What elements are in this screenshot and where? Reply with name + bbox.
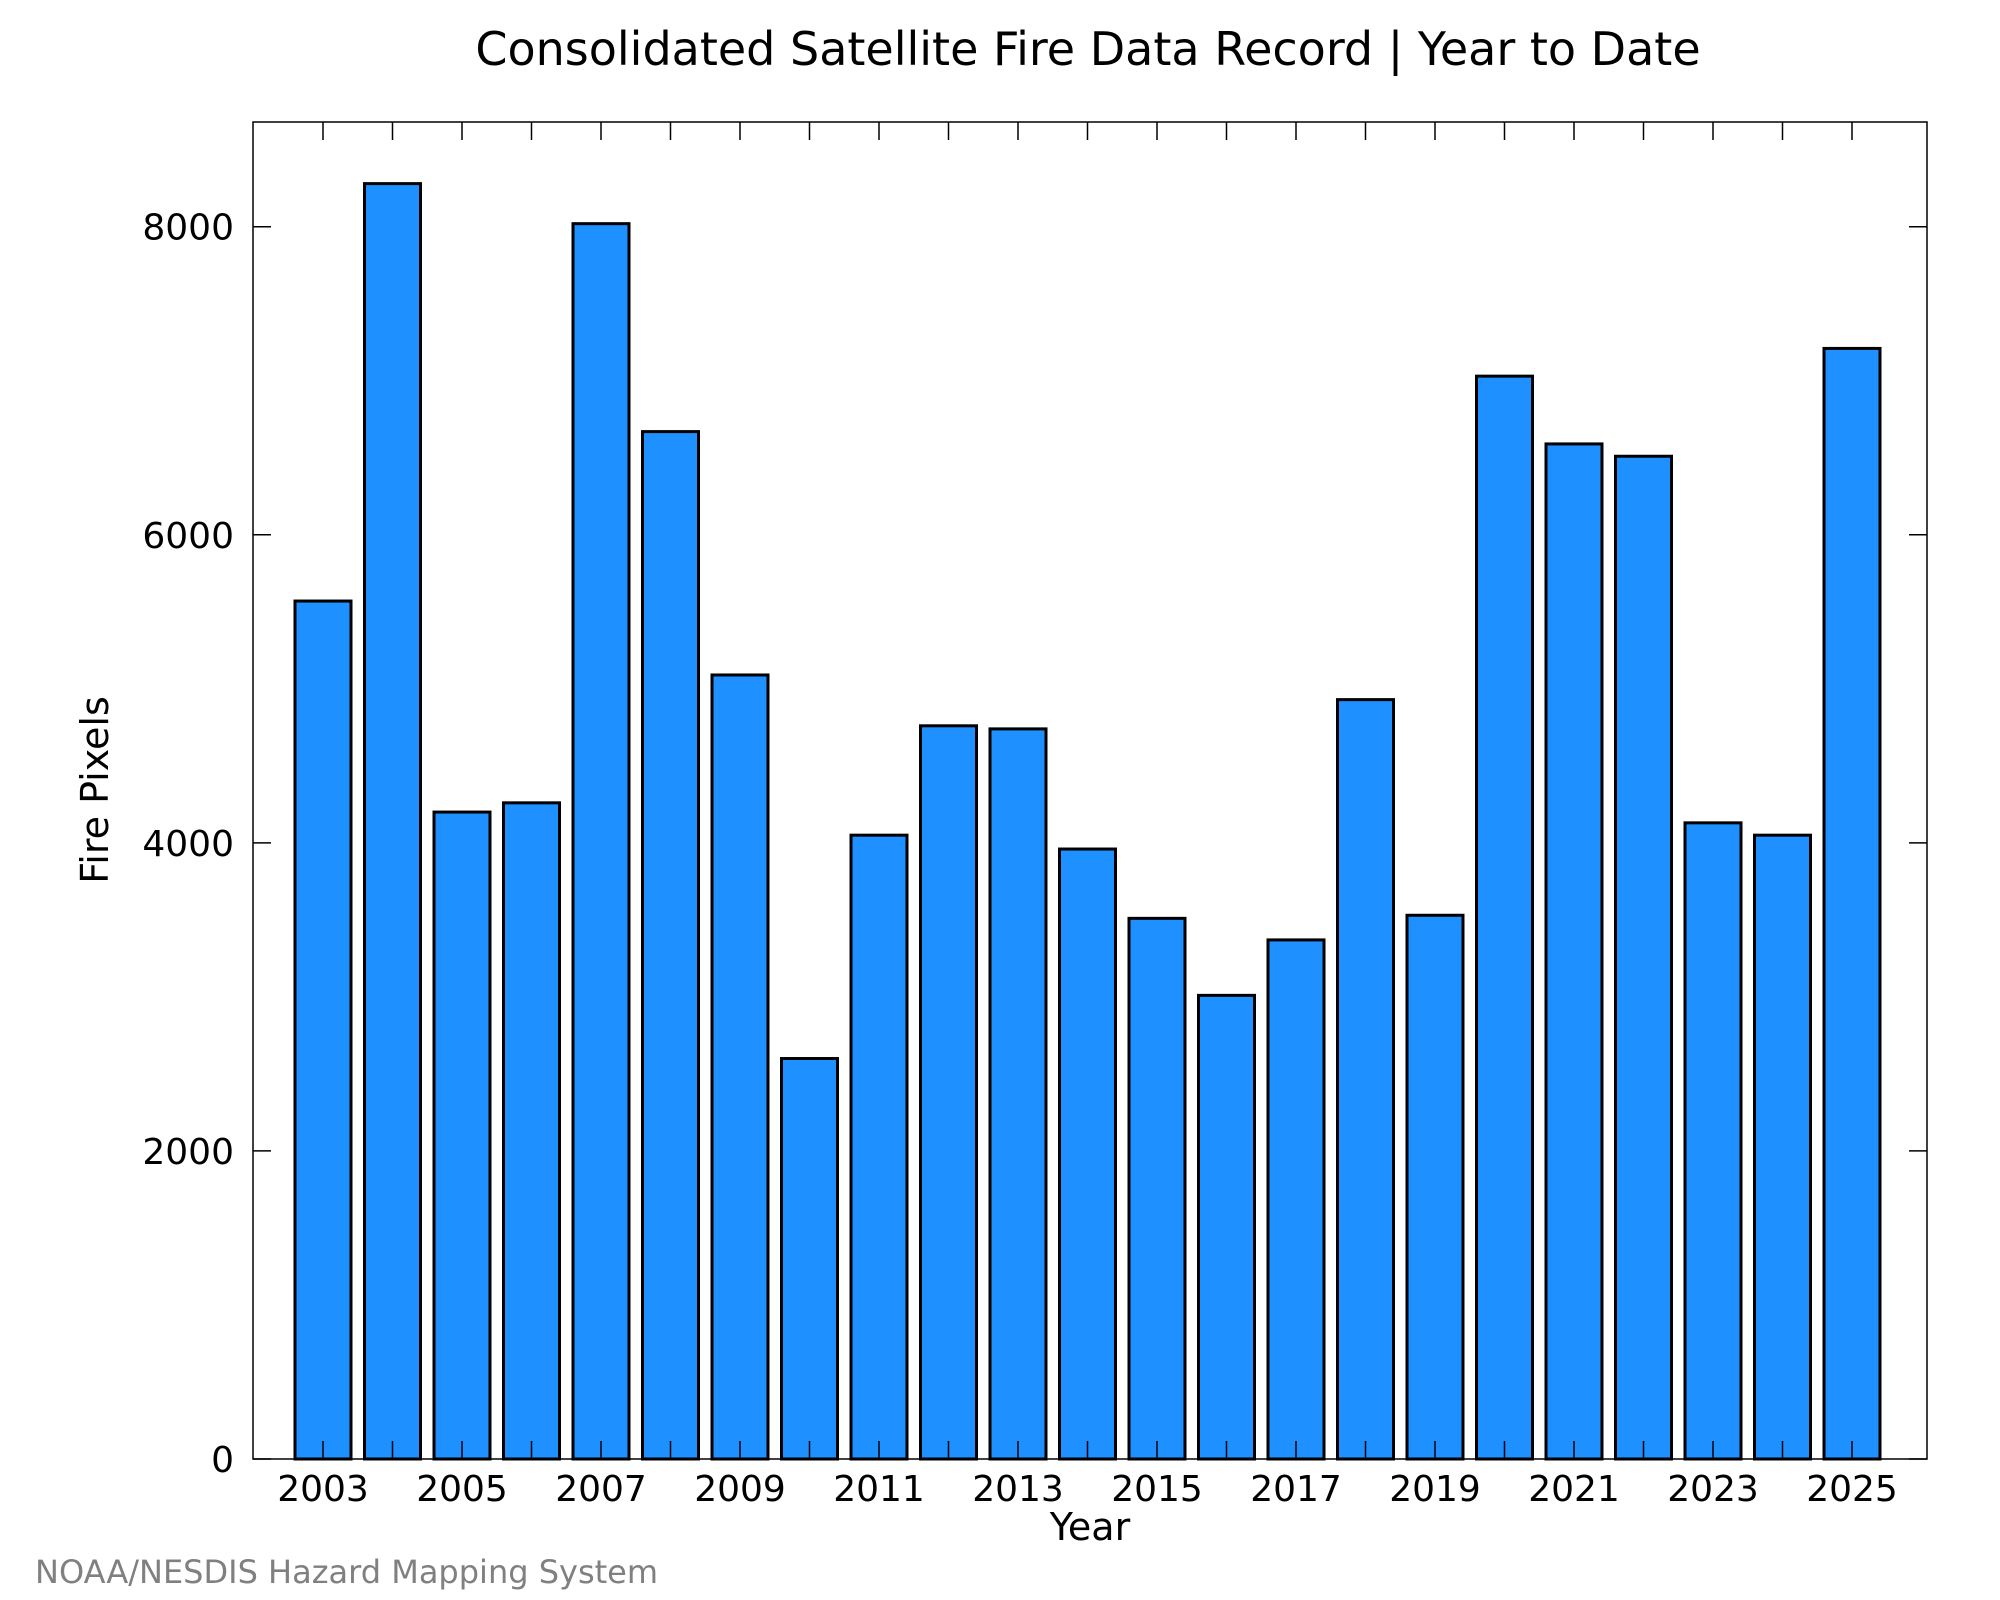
bar-2007 xyxy=(571,222,631,1461)
bar-2013 xyxy=(988,727,1048,1461)
bar-2018 xyxy=(1336,698,1395,1461)
y-tick-label: 4000 xyxy=(142,824,234,865)
bar-2022 xyxy=(1614,454,1673,1461)
plot-area xyxy=(293,182,1882,1461)
credit-text: NOAA/NESDIS Hazard Mapping System xyxy=(35,1553,658,1591)
y-tick-label: 6000 xyxy=(142,516,234,557)
bar-2017 xyxy=(1266,938,1326,1461)
x-tick-label: 2011 xyxy=(833,1469,925,1510)
x-tick-label: 2019 xyxy=(1389,1469,1481,1510)
chart-title: Consolidated Satellite Fire Data Record … xyxy=(475,22,1700,77)
x-tick-label: 2003 xyxy=(277,1469,369,1510)
x-tick-label: 2005 xyxy=(416,1469,508,1510)
bar-2006 xyxy=(502,801,561,1461)
y-axis-label: Fire Pixels xyxy=(73,696,117,884)
x-tick-label: 2017 xyxy=(1250,1469,1342,1510)
bar-2024 xyxy=(1753,833,1812,1461)
x-tick-label: 2021 xyxy=(1528,1469,1620,1510)
x-axis: 2003 2005 2007 2009 2011 2013 2015 2017 2019 2021… xyxy=(277,122,1898,1510)
x-tick-label: 2007 xyxy=(555,1469,647,1510)
bar-2010 xyxy=(780,1057,839,1461)
y-tick-label: 0 xyxy=(211,1440,234,1481)
bar-2012 xyxy=(919,724,978,1461)
x-tick-label: 2023 xyxy=(1667,1469,1759,1510)
bar-2009 xyxy=(710,673,770,1461)
bar-2011 xyxy=(849,833,909,1461)
bar-2016 xyxy=(1197,993,1256,1461)
bar-2004 xyxy=(363,182,422,1461)
bar-2020 xyxy=(1475,374,1534,1461)
x-tick-label: 2009 xyxy=(694,1469,786,1510)
bar-2008 xyxy=(641,430,700,1461)
x-tick-label: 2015 xyxy=(1111,1469,1203,1510)
y-axis: 0 2000 4000 6000 8000 xyxy=(142,208,1927,1481)
plot-frame xyxy=(252,121,1928,1460)
bar-2005 xyxy=(432,810,492,1461)
bar-2021 xyxy=(1544,442,1604,1461)
bar-2003 xyxy=(293,599,353,1461)
bar-2015 xyxy=(1127,916,1187,1461)
bar-2025 xyxy=(1822,346,1882,1461)
y-tick-label: 2000 xyxy=(142,1132,234,1173)
x-axis-label: Year xyxy=(1049,1505,1131,1549)
x-tick-label: 2013 xyxy=(972,1469,1064,1510)
x-tick-label: 2025 xyxy=(1806,1469,1898,1510)
bar-2014 xyxy=(1058,847,1117,1461)
bar-2023 xyxy=(1683,821,1743,1461)
y-tick-label: 8000 xyxy=(142,208,234,249)
bar-2019 xyxy=(1405,913,1465,1461)
